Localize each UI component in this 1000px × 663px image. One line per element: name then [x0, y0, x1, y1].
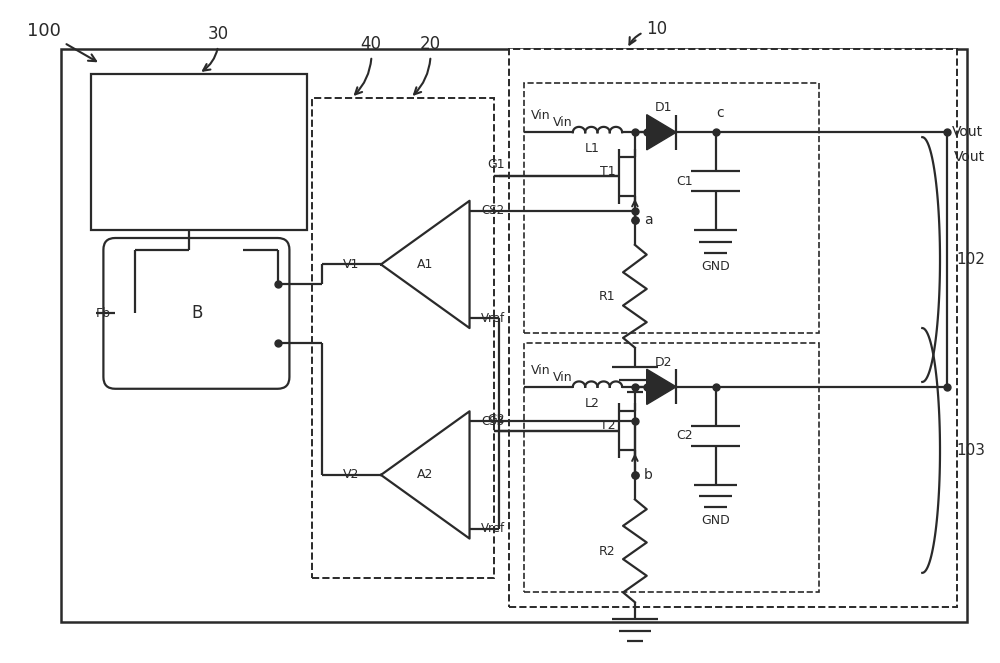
Text: Vin: Vin: [553, 371, 573, 383]
Text: Vin: Vin: [553, 116, 573, 129]
Text: Vout: Vout: [954, 150, 985, 164]
Text: CS3: CS3: [481, 414, 504, 428]
Bar: [509, 49, 957, 607]
Text: G2: G2: [487, 412, 505, 426]
Text: 100: 100: [27, 23, 96, 61]
Text: 40: 40: [355, 35, 382, 94]
Text: 30: 30: [203, 25, 229, 71]
Text: V1: V1: [343, 258, 360, 271]
Text: D1: D1: [655, 101, 672, 114]
Text: Vout: Vout: [952, 125, 983, 139]
Text: Vin: Vin: [531, 109, 550, 122]
Text: GND: GND: [701, 514, 730, 528]
Text: L1: L1: [585, 143, 600, 155]
Text: A1: A1: [417, 258, 433, 271]
Text: Vref: Vref: [481, 312, 505, 325]
Text: GND: GND: [701, 260, 730, 273]
Text: B: B: [191, 304, 203, 322]
Text: Vref: Vref: [481, 522, 505, 535]
Bar: [524, 84, 819, 333]
FancyBboxPatch shape: [103, 238, 289, 389]
Text: V2: V2: [343, 469, 360, 481]
Text: 10: 10: [629, 21, 667, 44]
Text: T2: T2: [600, 420, 615, 432]
Text: CS2: CS2: [481, 204, 504, 217]
Polygon shape: [647, 115, 676, 150]
Text: b: b: [644, 468, 653, 482]
Text: A2: A2: [417, 469, 433, 481]
Bar: [524, 343, 819, 593]
Bar: [61, 49, 967, 622]
Polygon shape: [647, 369, 676, 404]
Text: L2: L2: [585, 397, 600, 410]
Text: c: c: [717, 105, 724, 120]
Text: Fb: Fb: [96, 307, 111, 320]
Text: Vin: Vin: [531, 364, 550, 377]
Text: 102: 102: [957, 252, 986, 267]
Text: a: a: [644, 213, 653, 227]
Bar: [312, 98, 494, 577]
Text: G1: G1: [487, 158, 505, 171]
Text: C1: C1: [676, 175, 692, 188]
Text: T1: T1: [600, 165, 615, 178]
Text: 103: 103: [957, 443, 986, 458]
Text: R2: R2: [599, 545, 616, 558]
Text: R1: R1: [599, 290, 616, 303]
Text: C2: C2: [676, 429, 692, 442]
Bar: [91, 74, 307, 230]
Text: 20: 20: [414, 35, 441, 94]
Text: D2: D2: [655, 356, 672, 369]
